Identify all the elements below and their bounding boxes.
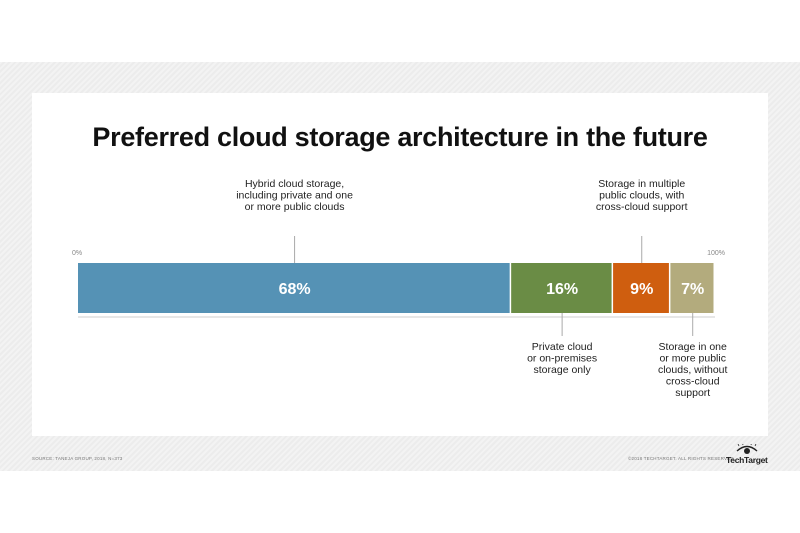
category-label-4-line-2: or more public [659, 353, 726, 365]
bar-segment-2 [511, 263, 612, 313]
axis-min-label: 0% [72, 250, 82, 257]
category-label-4-line-1: Storage in one [659, 341, 727, 353]
category-label-4-line-5: support [675, 387, 710, 399]
brand-name: TechTarget [726, 455, 768, 465]
axis-max-label: 100% [707, 250, 725, 257]
eye-icon [736, 444, 758, 454]
techtarget-logo: TechTarget [726, 444, 770, 468]
copyright-note: ©2018 TECHTARGET. ALL RIGHTS RESERVED [628, 456, 734, 461]
bar-segment-4 [670, 263, 714, 313]
category-label-2-line-2: or on-premises [527, 353, 597, 365]
category-label-1-line-1: Hybrid cloud storage, [245, 178, 344, 190]
page-title: Preferred cloud storage architecture in … [92, 122, 708, 152]
category-label-3-line-2: public clouds, with [599, 190, 684, 202]
bar-segment-1 [78, 263, 510, 313]
category-label-3-line-3: cross-cloud support [596, 201, 688, 213]
category-label-1-line-3: or more public clouds [245, 201, 345, 213]
bar-value-label-3: 9% [630, 281, 653, 298]
category-label-4-line-4: cross-cloud [666, 376, 720, 388]
bar-value-label-2: 16% [546, 281, 578, 298]
category-label-4-line-3: clouds, without [658, 364, 728, 376]
category-label-3-line-1: Storage in multiple [598, 178, 685, 190]
bar-value-label-4: 7% [681, 281, 704, 298]
bar-value-label-1: 68% [279, 281, 311, 298]
category-label-2-line-1: Private cloud [532, 341, 593, 353]
source-note: SOURCE: TANEJA GROUP, 2018, N=373 [32, 456, 123, 461]
category-label-2-line-3: storage only [534, 364, 592, 376]
bar-segment-3 [613, 263, 669, 313]
category-label-1-line-2: including private and one [236, 190, 353, 202]
